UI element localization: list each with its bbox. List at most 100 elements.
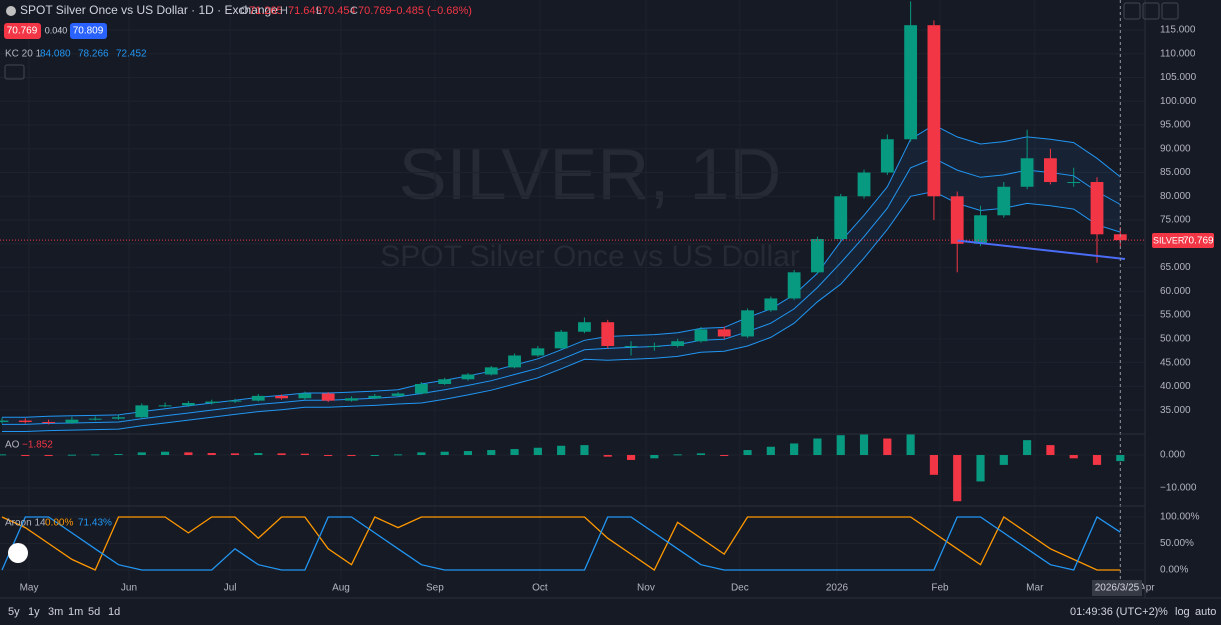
y-tick-label: 50.000 <box>1160 333 1191 344</box>
x-tick-label: Jun <box>121 583 137 594</box>
l-value: 70.454 <box>322 5 356 17</box>
ao-bar <box>161 451 170 456</box>
candle-body <box>181 403 195 406</box>
candle-body <box>0 420 9 423</box>
y-tick-label: 0.000 <box>1160 450 1185 461</box>
candle-body <box>88 418 102 420</box>
ao-bar <box>883 438 892 456</box>
candle-body <box>18 420 32 423</box>
ao-bar <box>626 455 636 460</box>
date-tag <box>1092 580 1142 596</box>
aroon-title: Aroon 14 <box>5 518 46 529</box>
ao-bar <box>650 455 659 459</box>
candle-body <box>764 298 778 311</box>
price-tag <box>1152 233 1214 248</box>
o-value: 71.265 <box>249 5 283 17</box>
ao-bar <box>440 451 449 456</box>
symbol-icon <box>6 6 16 16</box>
h-label: H <box>280 5 288 17</box>
sell-price[interactable]: 70.769 <box>7 26 38 37</box>
y-tick-label: 95.000 <box>1160 120 1191 131</box>
candle-body <box>461 374 475 380</box>
buy-price[interactable]: 70.809 <box>73 26 104 37</box>
watermark: SILVER, 1D <box>399 135 782 215</box>
range-button[interactable]: 1m <box>68 606 83 618</box>
buy-button[interactable] <box>70 23 107 39</box>
collapse-button[interactable] <box>4 64 25 80</box>
auto-button[interactable]: auto <box>1195 606 1216 618</box>
candle-body <box>927 25 941 197</box>
range-button[interactable]: 3m <box>48 606 63 618</box>
candle-body <box>508 355 521 368</box>
y-tick-label: 60.000 <box>1160 286 1191 297</box>
candle-body <box>321 393 335 401</box>
candle-body <box>1067 182 1081 184</box>
candle-body <box>741 310 754 337</box>
y-tick-label: 50.00% <box>1160 538 1194 549</box>
y-tick-label: 0.00% <box>1160 565 1188 576</box>
x-tick-label: May <box>20 583 39 594</box>
tool-button[interactable] <box>1142 2 1160 20</box>
x-tick-label: Mar <box>1026 583 1044 594</box>
candle-body <box>1020 158 1034 187</box>
range-button[interactable]: 1y <box>28 606 40 618</box>
o-label: O <box>240 5 249 17</box>
ao-bar <box>673 454 682 456</box>
kc-mid: 78.266 <box>78 49 109 60</box>
candle-body <box>368 395 382 399</box>
ao-bar <box>906 433 915 456</box>
candle-body <box>158 405 172 407</box>
log-button[interactable]: log <box>1175 606 1190 618</box>
candle-body <box>42 422 56 424</box>
tool-button[interactable] <box>1123 2 1141 20</box>
x-tick-label: Jul <box>224 583 237 594</box>
ao-bar <box>254 453 263 456</box>
ao-bar <box>976 455 985 482</box>
ao-bar <box>230 453 240 456</box>
candle-body <box>601 322 615 346</box>
legend-entry: 71.43% <box>78 518 112 529</box>
range-button[interactable]: 1d <box>108 606 120 618</box>
y-tick-label: 90.000 <box>1160 143 1191 154</box>
tool-button[interactable] <box>1161 2 1179 20</box>
ao-bar <box>720 455 729 457</box>
sell-button[interactable] <box>4 23 41 39</box>
candle-body <box>391 393 405 396</box>
y-tick-label: −10.000 <box>1160 483 1197 494</box>
percent-button[interactable]: % <box>1158 606 1168 618</box>
candle-body <box>997 186 1011 216</box>
y-tick-label: 65.000 <box>1160 262 1191 273</box>
y-tick-label: 110.000 <box>1160 48 1196 59</box>
y-tick-label: 45.000 <box>1160 357 1191 368</box>
x-tick-label: Apr <box>1139 583 1155 594</box>
toolbar: 5y 1y 3m 1m 5d 1d <box>8 606 120 618</box>
candle-body <box>205 401 219 404</box>
candle-body <box>135 405 149 418</box>
clock: 01:49:36 (UTC+2) <box>1070 606 1158 618</box>
range-button[interactable]: 5y <box>8 606 20 618</box>
kc-upper: 84.080 <box>40 49 71 60</box>
change: −0.485 (−0.68%) <box>390 5 472 17</box>
x-tick-label: Oct <box>532 583 548 594</box>
candle-body <box>694 329 708 342</box>
ao-bar <box>1069 455 1078 459</box>
y-tick-label: 55.000 <box>1160 310 1191 321</box>
h-value: 71.649 <box>288 5 322 17</box>
ao-bar <box>347 455 356 457</box>
ao-bar <box>953 455 962 502</box>
candle-body <box>531 348 545 356</box>
y-tick-label: 115.000 <box>1160 25 1196 36</box>
ao-bar <box>91 454 100 456</box>
ao-bar <box>184 452 193 456</box>
range-button[interactable]: 5d <box>88 606 100 618</box>
ao-bar <box>533 447 542 456</box>
ao-bar <box>999 455 1008 465</box>
symbol[interactable]: SPOT Silver Once vs US Dollar · 1D · Exc… <box>20 3 278 17</box>
candle-body <box>834 196 848 240</box>
ao-bar <box>603 455 612 457</box>
ao-bar <box>277 453 286 456</box>
ao-bar <box>859 433 869 456</box>
ao-bar <box>929 455 938 475</box>
